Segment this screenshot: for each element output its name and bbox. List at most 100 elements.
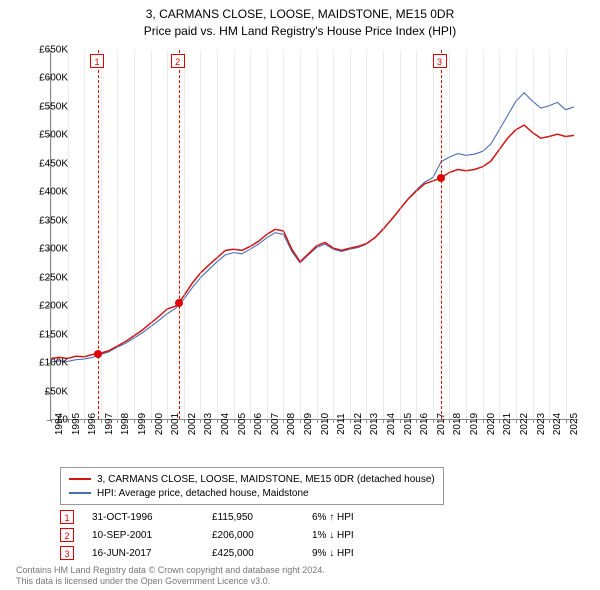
x-gridline	[416, 50, 417, 419]
x-tick-mark	[283, 419, 284, 423]
x-tick-mark	[200, 419, 201, 423]
marker-line	[441, 50, 442, 419]
x-gridline	[350, 50, 351, 419]
x-tick-mark	[433, 419, 434, 423]
title-block: 3, CARMANS CLOSE, LOOSE, MAIDSTONE, ME15…	[0, 0, 600, 40]
x-tick-label: 2000	[154, 413, 165, 435]
sales-table: 1 31-OCT-1996£115,9506% ↑ HPI 2 10-SEP-2001…	[60, 508, 412, 562]
x-tick-label: 2016	[419, 413, 430, 435]
x-tick-label: 2001	[170, 413, 181, 435]
footer-line: This data is licensed under the Open Gov…	[16, 576, 325, 588]
legend-label: HPI: Average price, detached house, Maid…	[97, 488, 309, 499]
x-tick-label: 2004	[220, 413, 231, 435]
x-gridline	[217, 50, 218, 419]
x-gridline	[184, 50, 185, 419]
sales-row: 210-SEP-2001£206,0001% ↓ HPI	[60, 526, 412, 544]
marker-dot	[437, 174, 445, 182]
marker-line	[98, 50, 99, 419]
x-tick-mark	[566, 419, 567, 423]
x-tick-label: 1994	[54, 413, 65, 435]
x-tick-mark	[466, 419, 467, 423]
x-tick-mark	[350, 419, 351, 423]
y-tick-label: £150K	[28, 329, 68, 340]
y-tick-label: £600K	[28, 73, 68, 84]
x-gridline	[167, 50, 168, 419]
x-gridline	[300, 50, 301, 419]
sales-number-box: 3	[60, 546, 74, 560]
x-tick-mark	[449, 419, 450, 423]
x-tick-label: 2002	[187, 413, 198, 435]
x-tick-label: 2019	[469, 413, 480, 435]
sales-number-box: 1	[60, 510, 74, 524]
marker-dot	[175, 299, 183, 307]
x-tick-label: 2006	[253, 413, 264, 435]
y-tick-label: £450K	[28, 158, 68, 169]
x-tick-mark	[117, 419, 118, 423]
legend-swatch	[69, 478, 91, 480]
x-tick-label: 2025	[569, 413, 580, 435]
x-gridline	[499, 50, 500, 419]
legend-row: HPI: Average price, detached house, Maid…	[69, 486, 435, 500]
marker-dot	[94, 350, 102, 358]
x-tick-label: 2005	[237, 413, 248, 435]
x-tick-mark	[101, 419, 102, 423]
y-tick-label: £200K	[28, 301, 68, 312]
y-tick-label: £350K	[28, 215, 68, 226]
sales-date: 10-SEP-2001	[92, 530, 212, 541]
x-gridline	[516, 50, 517, 419]
legend: 3, CARMANS CLOSE, LOOSE, MAIDSTONE, ME15…	[60, 467, 444, 505]
x-tick-label: 2020	[486, 413, 497, 435]
x-tick-label: 2023	[536, 413, 547, 435]
x-gridline	[483, 50, 484, 419]
sales-delta: 6% ↑ HPI	[312, 512, 412, 523]
x-gridline	[566, 50, 567, 419]
legend-swatch	[69, 492, 91, 494]
sales-price: £425,000	[212, 548, 312, 559]
x-gridline	[400, 50, 401, 419]
x-tick-mark	[300, 419, 301, 423]
y-tick-label: £250K	[28, 272, 68, 283]
x-tick-label: 2009	[303, 413, 314, 435]
x-tick-label: 1996	[87, 413, 98, 435]
x-tick-label: 2014	[386, 413, 397, 435]
x-tick-mark	[134, 419, 135, 423]
x-tick-label: 2008	[286, 413, 297, 435]
x-tick-mark	[184, 419, 185, 423]
x-tick-label: 1998	[120, 413, 131, 435]
x-tick-label: 2015	[403, 413, 414, 435]
y-tick-label: £550K	[28, 101, 68, 112]
x-tick-label: 2018	[452, 413, 463, 435]
x-tick-label: 2010	[320, 413, 331, 435]
x-gridline	[533, 50, 534, 419]
x-tick-mark	[516, 419, 517, 423]
x-gridline	[549, 50, 550, 419]
x-tick-label: 2013	[369, 413, 380, 435]
series-subject	[51, 125, 574, 358]
x-tick-mark	[317, 419, 318, 423]
series-hpi	[51, 93, 574, 362]
y-tick-label: £650K	[28, 45, 68, 56]
x-gridline	[151, 50, 152, 419]
x-tick-label: 1997	[104, 413, 115, 435]
y-tick-label: £100K	[28, 358, 68, 369]
x-tick-label: 1999	[137, 413, 148, 435]
x-gridline	[200, 50, 201, 419]
sales-date: 31-OCT-1996	[92, 512, 212, 523]
x-tick-mark	[333, 419, 334, 423]
title-subtitle: Price paid vs. HM Land Registry's House …	[0, 23, 600, 40]
sales-row: 1 31-OCT-1996£115,9506% ↑ HPI	[60, 508, 412, 526]
chart-plot-area	[50, 50, 578, 420]
x-gridline	[117, 50, 118, 419]
x-gridline	[317, 50, 318, 419]
sales-number-box: 2	[60, 528, 74, 542]
x-gridline	[267, 50, 268, 419]
x-gridline	[433, 50, 434, 419]
x-tick-label: 2017	[436, 413, 447, 435]
x-tick-label: 2024	[552, 413, 563, 435]
y-tick-label: £300K	[28, 244, 68, 255]
marker-number-box: 1	[90, 54, 104, 68]
x-tick-mark	[499, 419, 500, 423]
x-tick-mark	[416, 419, 417, 423]
sales-price: £115,950	[212, 512, 312, 523]
x-gridline	[333, 50, 334, 419]
